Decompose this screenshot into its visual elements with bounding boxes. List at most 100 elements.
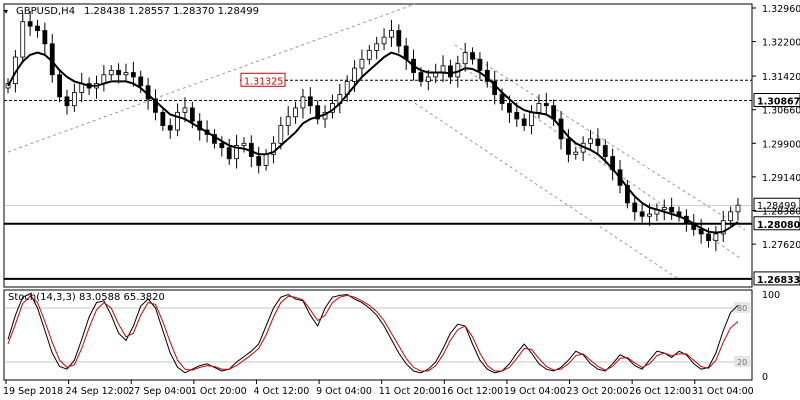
moving-average-layer <box>7 51 739 234</box>
time-tick-label: 11 Oct 20:00 <box>379 386 441 397</box>
price-tick-label: 1.29140 <box>762 173 800 184</box>
time-tick-label: 27 Sep 04:00 <box>128 386 191 397</box>
level-price-tag <box>753 216 800 231</box>
time-tick-label: 24 Sep 12:00 <box>66 386 129 397</box>
stoch-signal-line <box>7 294 739 372</box>
candle-body <box>20 21 26 58</box>
price-tick-label: 1.32960 <box>762 4 800 15</box>
price-tick-label: 1.29900 <box>762 139 800 150</box>
candle-body <box>234 145 239 160</box>
candle-body <box>706 233 711 241</box>
time-tick-label: 1 Oct 20:00 <box>191 386 247 397</box>
horizontal-levels: 1.31325 1.30867 1.28080 1.26833 1.28499 <box>4 72 800 286</box>
candle-body <box>182 107 188 113</box>
level-price-tag <box>753 93 800 108</box>
time-tick-label: 26 Oct 12:00 <box>629 386 691 397</box>
candle-body <box>138 76 144 87</box>
candle-body <box>507 103 512 113</box>
candle-body <box>462 52 468 65</box>
candle-body <box>639 211 645 217</box>
price-tick-label: 1.28380 <box>762 207 800 218</box>
candle-body <box>632 202 638 213</box>
candle-body <box>543 103 549 107</box>
price-tick-label: 1.31420 <box>762 72 800 83</box>
candle-body <box>366 50 372 60</box>
candle-body <box>57 74 63 98</box>
stochastic-layer: 80 20 100 0 <box>4 290 780 383</box>
candle-body <box>735 204 741 213</box>
candle-body <box>27 21 33 27</box>
candle-body <box>315 105 321 120</box>
candle-body <box>573 151 579 155</box>
candles-layer <box>5 11 741 252</box>
candle-body <box>374 43 380 51</box>
candle-body <box>566 138 571 155</box>
current-price-tag <box>753 197 800 212</box>
candle-body <box>278 125 284 144</box>
candle-body <box>595 138 601 146</box>
candle-body <box>396 30 402 47</box>
price-panel-frame <box>3 3 753 288</box>
level-price-tag-label: 1.26833 <box>757 275 800 286</box>
candle-body <box>669 207 675 213</box>
candle-body <box>477 58 483 71</box>
candle-body <box>359 58 365 69</box>
candle-body <box>189 107 195 122</box>
time-tick-label: 19 Oct 04:00 <box>504 386 566 397</box>
time-tick-label: 9 Oct 04:00 <box>316 386 372 397</box>
stoch-scale-bottom: 0 <box>762 372 768 383</box>
candle-body <box>389 30 394 38</box>
price-tick-label: 1.30660 <box>762 106 800 117</box>
time-tick-label: 16 Oct 12:00 <box>441 386 503 397</box>
candle-body <box>256 156 262 166</box>
current-price-tag-label: 1.28499 <box>757 201 796 212</box>
candle-body <box>403 45 409 60</box>
chart-frames <box>3 3 753 381</box>
candle-body <box>352 67 357 82</box>
level-price-tag <box>753 271 800 286</box>
time-tick-label: 31 Oct 04:00 <box>692 386 754 397</box>
candle-body <box>226 147 232 160</box>
candle-body <box>588 138 593 144</box>
candle-body <box>470 52 475 60</box>
candle-body <box>307 96 313 107</box>
level-annotation-box <box>240 72 286 87</box>
candle-body <box>381 36 387 45</box>
candle-body <box>160 111 166 127</box>
channel-line <box>409 99 681 281</box>
candle-body <box>425 76 431 82</box>
axes-layer: 1.32960 1.32200 1.31420 1.30660 1.29900 1.291… <box>3 4 800 397</box>
candle-body <box>123 72 129 76</box>
stoch-level-label: 20 <box>737 358 747 367</box>
candle-body <box>175 111 180 131</box>
stoch-level-tag <box>734 356 750 367</box>
stoch-level-tag <box>734 302 750 313</box>
candle-body <box>71 92 77 107</box>
candle-body <box>271 142 276 155</box>
candle-body <box>130 72 136 78</box>
time-tick-label: 23 Oct 20:00 <box>567 386 629 397</box>
candle-body <box>285 116 291 127</box>
moving-average-line <box>7 51 739 234</box>
candle-body <box>293 107 298 118</box>
price-tick-label: 1.27620 <box>762 240 800 251</box>
chart-header-symbol: GBPUSD,H4 <box>16 6 75 17</box>
time-tick-label: 19 Sep 2018 <box>3 386 63 397</box>
stoch-level-label: 80 <box>737 304 747 313</box>
candle-body <box>64 96 70 107</box>
candle-body <box>241 142 247 146</box>
candle-body <box>536 103 542 113</box>
level-annotation-label: 1.31325 <box>244 76 283 87</box>
level-price-tag-label: 1.28080 <box>757 220 800 231</box>
candle-body <box>5 83 11 89</box>
stoch-main-line <box>7 292 739 374</box>
candle-body <box>514 111 520 120</box>
channel-line <box>7 3 416 153</box>
candle-body <box>499 94 505 104</box>
candle-body <box>602 145 608 157</box>
candle-body <box>219 142 225 149</box>
time-tick-label: 4 Oct 12:00 <box>253 386 309 397</box>
candle-body <box>35 25 40 31</box>
